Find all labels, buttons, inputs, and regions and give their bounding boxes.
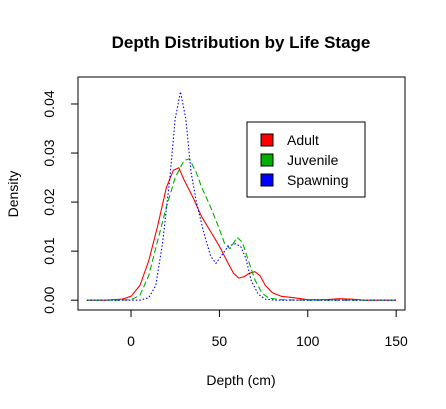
y-axis-label: Density xyxy=(5,171,21,218)
y-tick-label: 0.00 xyxy=(41,286,57,313)
legend-swatch-spawning xyxy=(260,173,274,187)
legend-swatch-adult xyxy=(260,133,274,147)
x-tick-label: 0 xyxy=(127,333,135,349)
x-tick-label: 100 xyxy=(296,333,320,349)
x-tick-label: 50 xyxy=(212,333,228,349)
series-line-adult xyxy=(86,167,397,301)
legend-label-juvenile: Juvenile xyxy=(287,152,339,168)
chart-title: Depth Distribution by Life Stage xyxy=(112,33,371,52)
y-axis: 0.00 0.01 0.02 0.03 0.04 xyxy=(41,90,79,314)
legend-label-spawning: Spawning xyxy=(287,172,349,188)
series-line-juvenile xyxy=(86,158,397,301)
x-axis-label: Depth (cm) xyxy=(206,372,275,388)
y-tick-label: 0.02 xyxy=(41,188,57,215)
series-layer xyxy=(86,91,397,301)
x-axis: 0 50 100 150 xyxy=(127,309,408,349)
legend-swatch-juvenile xyxy=(260,153,274,167)
legend: Adult Juvenile Spawning xyxy=(246,121,366,198)
series-line-spawning xyxy=(86,91,397,301)
y-tick-label: 0.01 xyxy=(41,237,57,264)
x-tick-label: 150 xyxy=(384,333,408,349)
legend-label-adult: Adult xyxy=(287,132,319,148)
y-tick-label: 0.03 xyxy=(41,139,57,166)
y-tick-label: 0.04 xyxy=(41,90,57,117)
